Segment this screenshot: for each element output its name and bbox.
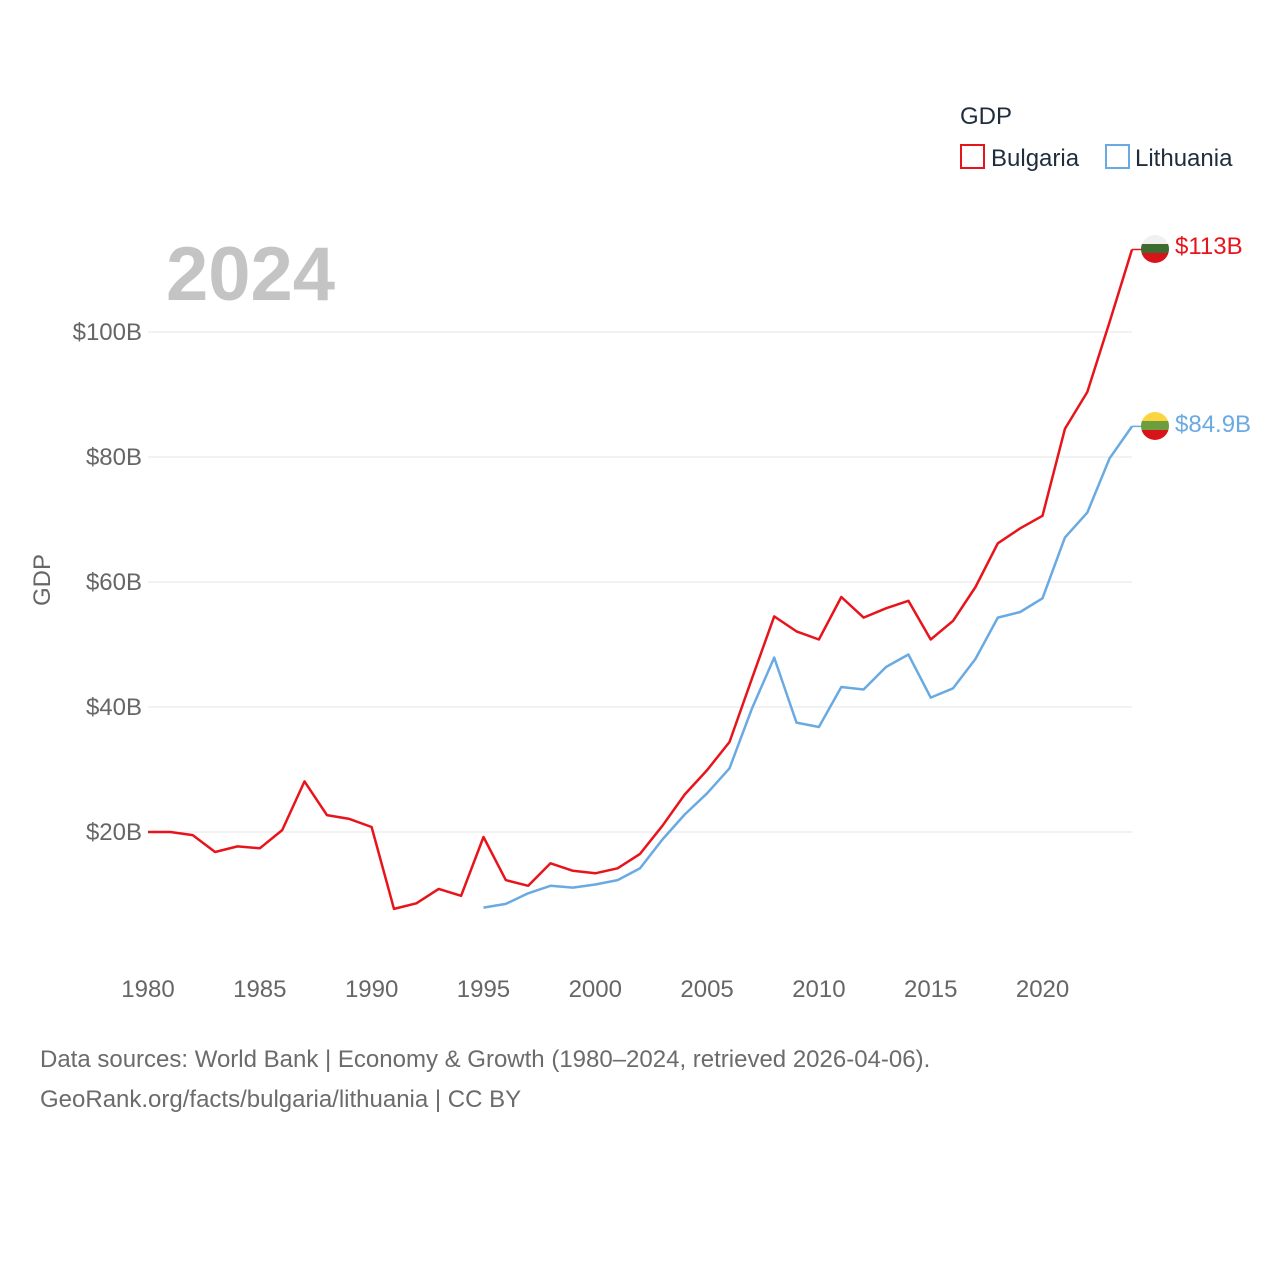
- y-axis-label: GDP: [29, 554, 56, 606]
- legend-item-bulgaria[interactable]: Bulgaria: [960, 144, 1080, 172]
- legend-label-bulgaria: Bulgaria: [991, 145, 1080, 172]
- x-tick-label: 2020: [1016, 976, 1069, 1003]
- x-tick-label: 1980: [121, 976, 174, 1003]
- series-lines: [148, 248, 1142, 911]
- x-tick-label: 2015: [904, 976, 957, 1003]
- x-tick-label: 2010: [792, 976, 845, 1003]
- x-tick-label: 1985: [233, 976, 286, 1003]
- legend-swatch-bulgaria: [960, 144, 985, 169]
- x-tick-label: 1990: [345, 976, 398, 1003]
- year-label: 2024: [166, 232, 335, 317]
- y-tick-label: $20B: [86, 819, 142, 846]
- x-tick-label: 2000: [569, 976, 622, 1003]
- bulgaria-flag-icon: [1141, 235, 1169, 263]
- x-tick-label: 1995: [457, 976, 510, 1003]
- lithuania-flag-icon: [1141, 412, 1169, 440]
- series-line-bulgaria[interactable]: [148, 249, 1134, 911]
- y-tick-label: $60B: [86, 569, 142, 596]
- legend: GDP Bulgaria Lithuania: [960, 103, 1233, 172]
- legend-swatch-lithuania: [1105, 144, 1130, 169]
- grid-lines: [148, 331, 1132, 833]
- y-tick-label: $100B: [73, 319, 142, 346]
- source-line-2[interactable]: GeoRank.org/facts/bulgaria/lithuania | C…: [40, 1086, 522, 1113]
- gdp-line-chart: $20B $40B $60B $80B $100B 1980 1985 1990 1995 20…: [29, 103, 1251, 1003]
- end-label-lithuania: $84.9B: [1175, 411, 1251, 438]
- y-axis-ticks: $20B $40B $60B $80B $100B: [73, 319, 142, 846]
- legend-label-lithuania: Lithuania: [1135, 145, 1233, 172]
- y-tick-label: $40B: [86, 694, 142, 721]
- x-axis-ticks: 1980 1985 1990 1995 2000 2005 2010 2015 2020: [121, 976, 1069, 1003]
- end-label-bulgaria: $113B: [1175, 233, 1243, 260]
- y-tick-label: $80B: [86, 444, 142, 471]
- source-notes: Data sources: World Bank | Economy & Gro…: [40, 1040, 1240, 1120]
- source-line-1: Data sources: World Bank | Economy & Gro…: [40, 1046, 931, 1073]
- legend-item-lithuania[interactable]: Lithuania: [1105, 144, 1233, 172]
- x-tick-label: 2005: [680, 976, 733, 1003]
- series-line-lithuania[interactable]: [483, 425, 1134, 909]
- legend-title: GDP: [960, 103, 1012, 130]
